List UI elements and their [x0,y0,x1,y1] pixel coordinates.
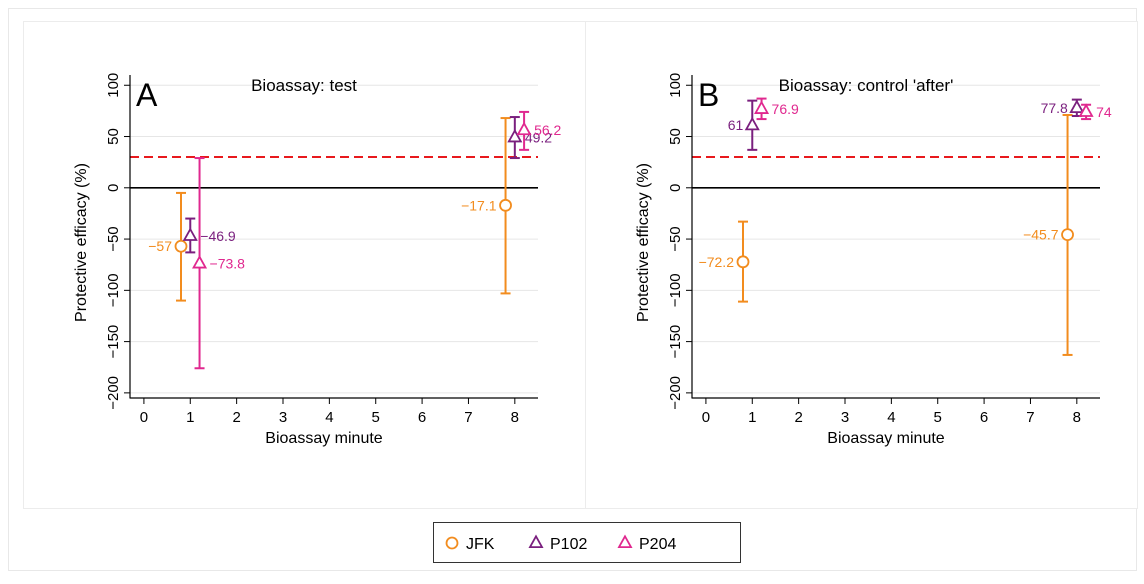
panel-a-background [23,21,586,509]
panel-letter: B [698,77,719,113]
point-p102 [744,116,760,131]
y-tick-label: −50 [105,226,122,251]
point-jfk [499,198,512,212]
point-p204 [192,254,208,269]
point-jfk [736,255,750,269]
point-jfk [174,239,188,253]
point-p204 [516,121,532,136]
x-axis-title: Bioassay minute [265,430,382,447]
legend-label-p102: P102 [550,536,587,553]
x-tick-label: 1 [748,409,756,426]
legend-label-jfk: JFK [466,536,495,553]
panel-b-background [585,21,1138,509]
x-tick-label: 3 [279,409,287,426]
y-tick-label: 100 [105,73,122,98]
x-tick-label: 0 [140,409,148,426]
data-label-p102: 49.2 [525,129,552,145]
data-label-p204: 76.9 [772,101,799,117]
data-label-jfk: −17.1 [461,197,497,213]
panel-a: 100 50 0 −50 −100 −150 −200 0 1 2 3 4 5 6 7 8 Bioassay m… [73,73,562,447]
x-tick-label: 5 [934,409,942,426]
x-tick-label: 4 [325,409,333,426]
legend-label-p204: P204 [639,536,676,553]
x-tick-label: 3 [841,409,849,426]
x-tick-label: 7 [464,409,472,426]
data-label-jfk: −45.7 [1023,227,1059,243]
y-tick-label: −150 [105,325,122,359]
y-tick-label: 50 [105,128,122,145]
data-label-p102: 77.8 [1041,100,1068,116]
x-tick-label: 2 [794,409,802,426]
x-tick-label: 6 [418,409,426,426]
x-axis-title: Bioassay minute [827,430,944,447]
point-p204 [754,100,770,114]
legend-box [433,522,741,563]
data-label-jfk: −72.2 [699,254,735,270]
data-label-p102: 61 [728,117,744,133]
y-tick-label: 0 [667,184,684,192]
y-tick-label: −50 [667,226,684,251]
y-tick-label: −150 [667,325,684,359]
point-p102 [507,128,523,143]
panel-b: 100 50 0 −50 −100 −150 −200 0 1 2 3 4 5 6 7 8 Bioassay m… [635,73,1112,447]
data-label-p204: 56.2 [534,122,561,138]
data-label-jfk: −57 [148,238,172,254]
y-tick-label: 100 [667,73,684,98]
point-p102 [182,227,198,241]
y-tick-label: 0 [105,184,122,192]
y-tick-label: −200 [667,376,684,410]
legend-marker-p204 [617,534,633,549]
x-tick-label: 1 [186,409,194,426]
x-tick-label: 8 [511,409,519,426]
y-axis-title: Protective efficacy (%) [73,163,90,322]
x-tick-label: 2 [232,409,240,426]
panel-letter: A [136,77,158,113]
y-tick-label: 50 [667,128,684,145]
y-tick-label: −100 [105,273,122,307]
y-tick-label: −200 [105,376,122,410]
x-tick-label: 8 [1073,409,1081,426]
point-p102 [1069,99,1085,114]
y-axis-title: Protective efficacy (%) [635,163,652,322]
x-tick-label: 5 [372,409,380,426]
data-label-p204: −73.8 [210,255,246,271]
panel-title: Bioassay: test [251,76,357,95]
x-tick-label: 7 [1026,409,1034,426]
panel-title: Bioassay: control 'after' [779,76,954,95]
legend: JFK P102 P204 [433,522,741,563]
x-tick-label: 0 [702,409,710,426]
point-jfk [1061,228,1074,242]
x-tick-label: 6 [980,409,988,426]
point-p204 [1078,103,1094,117]
y-tick-label: −100 [667,273,684,307]
legend-marker-p102 [528,534,544,549]
x-tick-label: 4 [887,409,895,426]
legend-marker-jfk [445,536,459,550]
data-label-p204: 74 [1096,104,1112,120]
data-label-p102: −46.9 [200,228,236,244]
